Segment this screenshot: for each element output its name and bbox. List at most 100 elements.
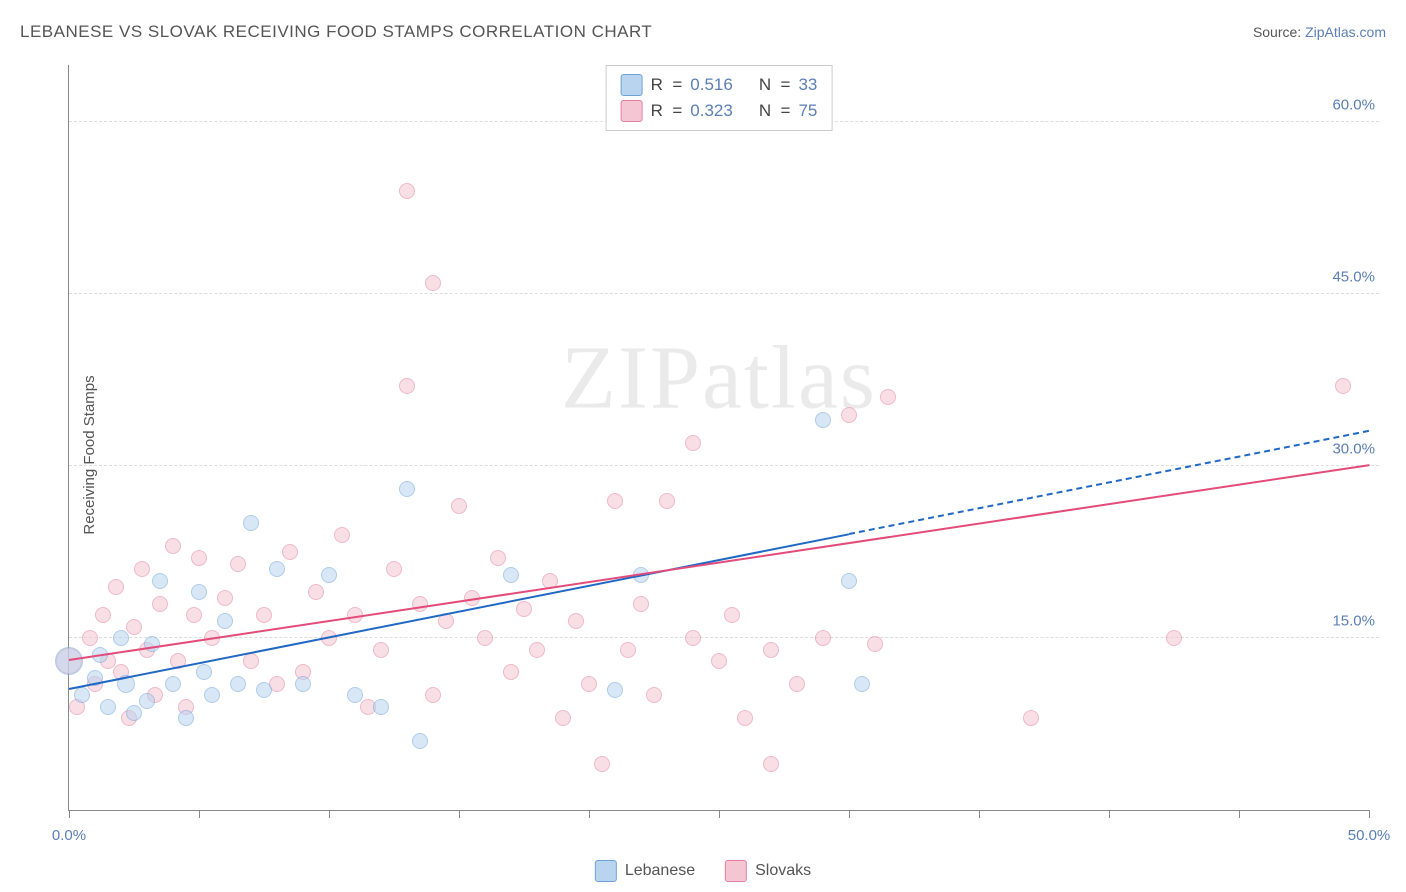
trend-line bbox=[849, 430, 1369, 535]
y-tick-label: 45.0% bbox=[1330, 269, 1377, 286]
scatter-point bbox=[196, 664, 212, 680]
scatter-point bbox=[217, 590, 233, 606]
scatter-point bbox=[646, 687, 662, 703]
scatter-point bbox=[334, 527, 350, 543]
watermark: ZIPatlas bbox=[561, 326, 877, 429]
series-legend: Lebanese Slovaks bbox=[595, 860, 811, 882]
source-link[interactable]: ZipAtlas.com bbox=[1305, 24, 1386, 40]
scatter-point bbox=[555, 710, 571, 726]
scatter-point bbox=[186, 607, 202, 623]
x-tick bbox=[1109, 810, 1110, 818]
scatter-point bbox=[815, 630, 831, 646]
scatter-point bbox=[165, 676, 181, 692]
scatter-point bbox=[191, 550, 207, 566]
x-tick-label: 0.0% bbox=[52, 827, 86, 844]
scatter-point bbox=[724, 607, 740, 623]
scatter-point bbox=[763, 642, 779, 658]
scatter-point bbox=[295, 676, 311, 692]
scatter-point bbox=[633, 596, 649, 612]
scatter-point bbox=[134, 561, 150, 577]
scatter-point bbox=[841, 407, 857, 423]
scatter-point bbox=[789, 676, 805, 692]
chart-title: LEBANESE VS SLOVAK RECEIVING FOOD STAMPS… bbox=[20, 22, 652, 42]
legend-item-lebanese: Lebanese bbox=[595, 860, 695, 882]
scatter-point bbox=[308, 584, 324, 600]
scatter-point bbox=[152, 573, 168, 589]
scatter-point bbox=[607, 493, 623, 509]
r-label: R = bbox=[651, 101, 683, 121]
scatter-point bbox=[256, 682, 272, 698]
scatter-point bbox=[347, 687, 363, 703]
scatter-point bbox=[490, 550, 506, 566]
scatter-point bbox=[243, 515, 259, 531]
scatter-point bbox=[126, 619, 142, 635]
scatter-point bbox=[425, 687, 441, 703]
scatter-point bbox=[1335, 378, 1351, 394]
swatch-lebanese bbox=[621, 74, 643, 96]
gridline bbox=[69, 293, 1379, 294]
x-tick bbox=[589, 810, 590, 818]
scatter-point bbox=[659, 493, 675, 509]
scatter-point bbox=[165, 538, 181, 554]
legend-row-lebanese: R = 0.516 N = 33 bbox=[621, 72, 818, 98]
y-tick-label: 30.0% bbox=[1330, 441, 1377, 458]
chart-header: LEBANESE VS SLOVAK RECEIVING FOOD STAMPS… bbox=[20, 22, 1386, 42]
scatter-point bbox=[711, 653, 727, 669]
x-tick bbox=[199, 810, 200, 818]
scatter-point bbox=[82, 630, 98, 646]
scatter-point bbox=[399, 378, 415, 394]
x-tick bbox=[979, 810, 980, 818]
r-label: R = bbox=[651, 75, 683, 95]
scatter-point bbox=[256, 607, 272, 623]
scatter-point bbox=[685, 630, 701, 646]
scatter-point bbox=[191, 584, 207, 600]
source-attribution: Source: ZipAtlas.com bbox=[1253, 24, 1386, 40]
scatter-point bbox=[529, 642, 545, 658]
r-value-lebanese: 0.516 bbox=[690, 75, 733, 95]
plot-area: ZIPatlas R = 0.516 N = 33 R = 0.323 N = … bbox=[68, 65, 1369, 811]
chart-container: Receiving Food Stamps ZIPatlas R = 0.516… bbox=[20, 55, 1386, 855]
scatter-point bbox=[568, 613, 584, 629]
scatter-point bbox=[399, 481, 415, 497]
scatter-point bbox=[126, 705, 142, 721]
scatter-point bbox=[815, 412, 831, 428]
scatter-point bbox=[373, 642, 389, 658]
x-tick bbox=[329, 810, 330, 818]
scatter-point bbox=[841, 573, 857, 589]
scatter-point bbox=[113, 630, 129, 646]
r-value-slovaks: 0.323 bbox=[690, 101, 733, 121]
x-tick bbox=[69, 810, 70, 818]
scatter-point bbox=[204, 687, 220, 703]
legend-item-slovaks: Slovaks bbox=[725, 860, 811, 882]
scatter-point bbox=[243, 653, 259, 669]
swatch-slovaks bbox=[621, 100, 643, 122]
scatter-point bbox=[1166, 630, 1182, 646]
n-label: N = bbox=[759, 101, 791, 121]
n-value-lebanese: 33 bbox=[798, 75, 817, 95]
scatter-point bbox=[100, 699, 116, 715]
scatter-point bbox=[503, 567, 519, 583]
y-tick-label: 15.0% bbox=[1330, 613, 1377, 630]
scatter-point bbox=[269, 561, 285, 577]
scatter-point bbox=[399, 183, 415, 199]
y-tick-label: 60.0% bbox=[1330, 97, 1377, 114]
scatter-point bbox=[737, 710, 753, 726]
x-tick bbox=[1239, 810, 1240, 818]
scatter-point bbox=[412, 596, 428, 612]
scatter-point bbox=[139, 693, 155, 709]
n-label: N = bbox=[759, 75, 791, 95]
scatter-point bbox=[412, 733, 428, 749]
scatter-point bbox=[503, 664, 519, 680]
scatter-point bbox=[321, 567, 337, 583]
x-tick bbox=[719, 810, 720, 818]
scatter-point bbox=[230, 556, 246, 572]
legend-label: Lebanese bbox=[625, 862, 695, 880]
gridline bbox=[69, 637, 1379, 638]
x-tick bbox=[459, 810, 460, 818]
x-tick bbox=[1369, 810, 1370, 818]
source-label: Source: bbox=[1253, 24, 1305, 40]
scatter-point bbox=[477, 630, 493, 646]
x-tick-label: 50.0% bbox=[1348, 827, 1391, 844]
scatter-point bbox=[451, 498, 467, 514]
scatter-point bbox=[144, 636, 160, 652]
